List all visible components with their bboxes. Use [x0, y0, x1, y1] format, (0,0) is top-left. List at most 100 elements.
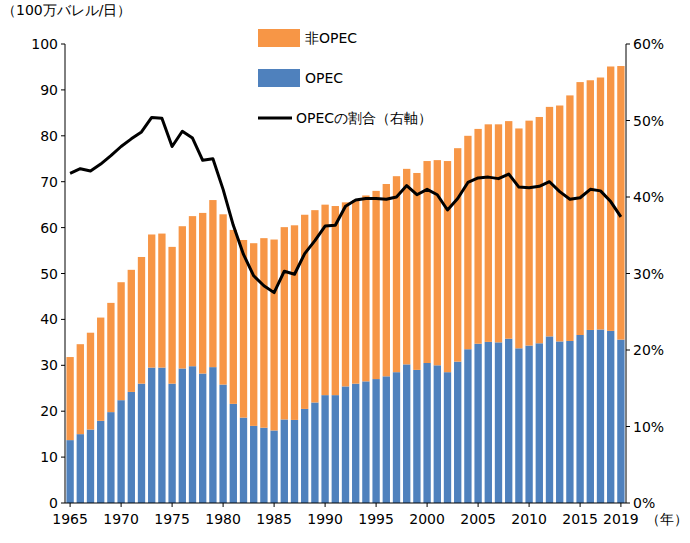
y2-tick-label: 40%	[633, 189, 664, 205]
x-tick-label: 1970	[103, 511, 139, 527]
x-tick	[274, 503, 275, 507]
bar	[199, 374, 206, 503]
y-axis-label: （100万バレル/日）	[2, 2, 131, 18]
bar	[281, 419, 288, 503]
x-tick	[478, 503, 479, 507]
bar	[413, 370, 420, 503]
bar	[474, 129, 481, 344]
bar	[332, 206, 339, 395]
bar	[587, 330, 594, 503]
bar	[199, 213, 206, 374]
legend-label: OPECの割合（右軸）	[296, 110, 432, 126]
bar	[260, 238, 267, 428]
bar	[413, 173, 420, 370]
bar	[454, 362, 461, 503]
bar	[240, 418, 247, 503]
y-tick	[61, 319, 65, 320]
bar	[597, 78, 604, 330]
bar	[342, 202, 349, 386]
y-tick-label: 100	[31, 36, 58, 52]
x-tick-label: 2015	[562, 511, 598, 527]
bar	[362, 381, 369, 503]
bar	[383, 184, 390, 376]
bar	[464, 349, 471, 503]
bar	[485, 124, 492, 342]
bar	[556, 341, 563, 503]
bar	[291, 225, 298, 420]
bar	[505, 121, 512, 339]
bar	[117, 282, 124, 400]
bar	[454, 148, 461, 361]
x-tick-label: 2005	[460, 511, 496, 527]
bar	[77, 344, 84, 434]
bar	[587, 80, 594, 330]
bar	[617, 66, 624, 340]
y-tick-label: 10	[40, 449, 58, 465]
x-tick-label: 1965	[52, 511, 88, 527]
x-tick	[376, 503, 377, 507]
y-tick-label: 60	[40, 220, 58, 236]
bar	[128, 392, 135, 503]
x-tick	[223, 503, 224, 507]
bar	[209, 367, 216, 503]
bar	[209, 200, 216, 367]
bar	[505, 339, 512, 503]
x-tick-label: 1995	[358, 511, 394, 527]
bar	[179, 226, 186, 368]
bar	[464, 136, 471, 349]
x-tick	[580, 503, 581, 507]
bar	[372, 191, 379, 379]
y-tick	[61, 273, 65, 274]
bar	[403, 169, 410, 365]
y-tick	[61, 227, 65, 228]
bar	[393, 176, 400, 372]
y-tick-label: 90	[40, 82, 58, 98]
bar	[87, 430, 94, 503]
x-tick-label: 2019	[603, 511, 639, 527]
legend: 非OPECOPECOPECの割合（右軸）	[258, 29, 432, 126]
y2-tick	[626, 120, 630, 121]
bar	[474, 344, 481, 503]
y-tick-label: 30	[40, 357, 58, 373]
bar	[576, 335, 583, 503]
bar	[240, 240, 247, 418]
y-tick	[61, 89, 65, 90]
bar	[128, 270, 135, 392]
x-tick	[172, 503, 173, 507]
bar	[77, 434, 84, 503]
x-tick-label: 2000	[409, 511, 445, 527]
bar	[87, 333, 94, 430]
bar	[189, 216, 196, 366]
bar	[179, 369, 186, 503]
bar	[556, 106, 563, 342]
bar	[250, 426, 257, 503]
y2-tick	[626, 350, 630, 351]
bar	[485, 342, 492, 503]
x-tick	[121, 503, 122, 507]
bar	[66, 440, 73, 503]
bar	[311, 402, 318, 503]
bar	[617, 340, 624, 503]
y-tick	[61, 457, 65, 458]
bar	[352, 384, 359, 503]
y2-tick-label: 60%	[633, 36, 664, 52]
bar	[219, 214, 226, 384]
y-tick	[61, 181, 65, 182]
y-tick-label: 70	[40, 174, 58, 190]
bar	[352, 200, 359, 384]
bar	[525, 346, 532, 503]
bar	[423, 363, 430, 503]
y2-tick-label: 30%	[633, 266, 664, 282]
bar	[138, 384, 145, 503]
y-tick-label: 50	[40, 266, 58, 282]
bar	[291, 420, 298, 503]
bar	[189, 366, 196, 503]
y-tick-label: 20	[40, 403, 58, 419]
bar	[138, 257, 145, 384]
bar	[270, 240, 277, 431]
chart: 01020304050607080901000%10%20%30%40%50%6…	[0, 0, 690, 543]
legend-swatch	[258, 117, 292, 120]
bar	[260, 428, 267, 503]
bar	[536, 117, 543, 343]
plot-area	[66, 66, 624, 503]
